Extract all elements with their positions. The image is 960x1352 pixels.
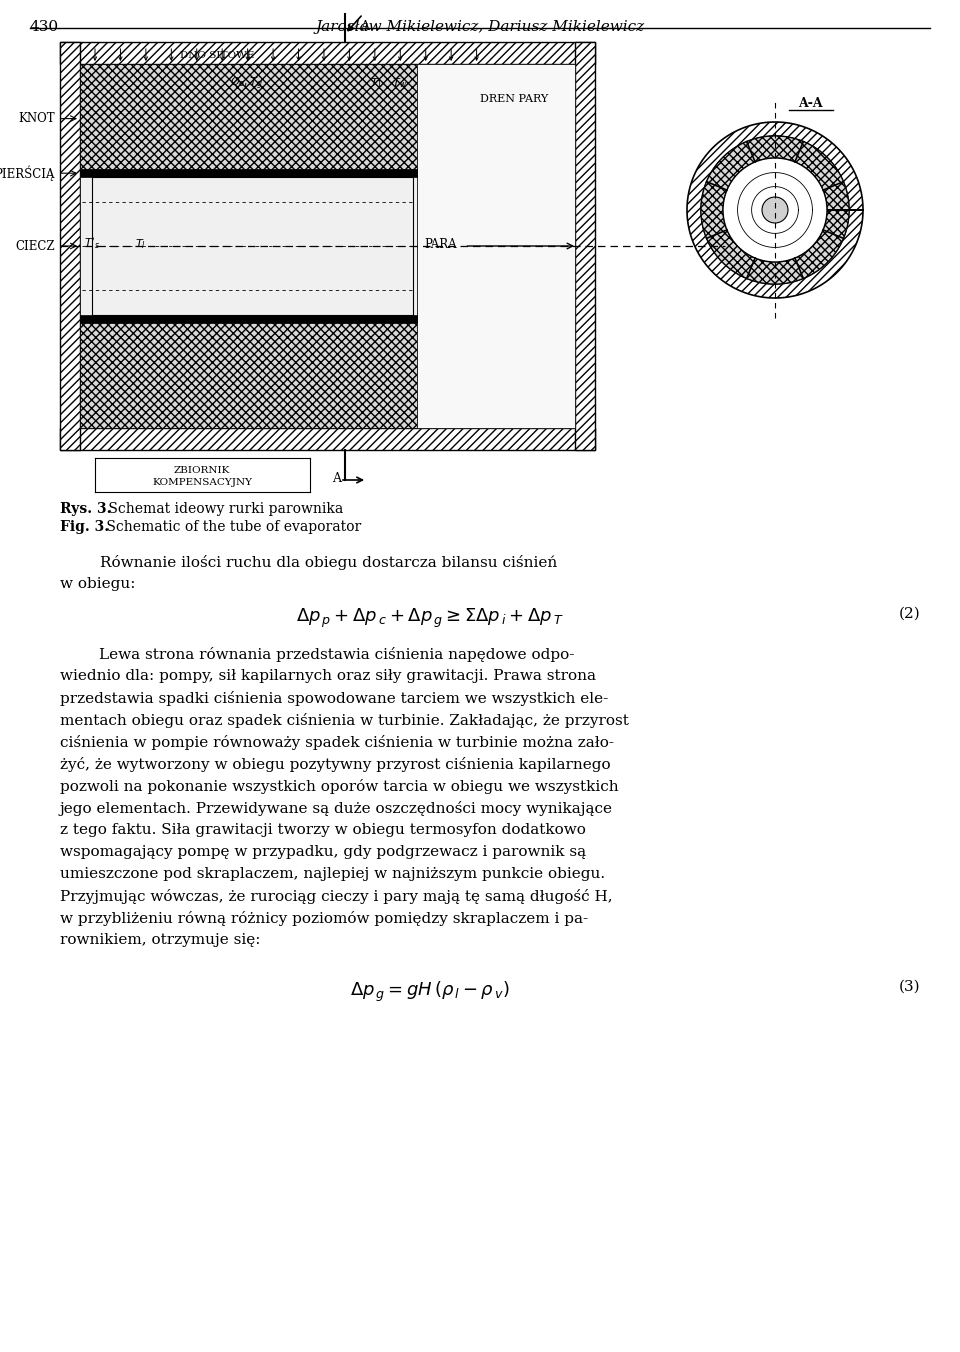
Polygon shape	[575, 42, 595, 450]
Text: PARA: PARA	[424, 238, 457, 251]
Polygon shape	[60, 429, 595, 450]
Text: umieszczone pod skraplaczem, najlepiej w najniższym punkcie obiegu.: umieszczone pod skraplaczem, najlepiej w…	[60, 867, 605, 882]
Text: $T_1$   $T_w$: $T_1$ $T_w$	[370, 76, 408, 89]
Text: A-A: A-A	[798, 97, 823, 110]
Text: CIECZ: CIECZ	[15, 239, 55, 253]
Circle shape	[762, 197, 788, 223]
Text: mentach obiegu oraz spadek ciśnienia w turbinie. Zakładając, że przyrost: mentach obiegu oraz spadek ciśnienia w t…	[60, 713, 629, 727]
Text: przedstawia spadki ciśnienia spowodowane tarciem we wszystkich ele-: przedstawia spadki ciśnienia spowodowane…	[60, 691, 609, 706]
Circle shape	[723, 158, 827, 262]
Text: ciśnienia w pompie równoważy spadek ciśnienia w turbinie można zało-: ciśnienia w pompie równoważy spadek ciśn…	[60, 735, 614, 750]
Polygon shape	[92, 177, 413, 315]
Text: KNOT: KNOT	[18, 112, 55, 126]
Text: Rys. 3.: Rys. 3.	[60, 502, 111, 516]
Polygon shape	[701, 137, 849, 284]
Text: Lewa strona równania przedstawia ciśnienia napędowe odpo-: Lewa strona równania przedstawia ciśnien…	[60, 648, 574, 662]
Text: 430: 430	[30, 20, 60, 34]
Polygon shape	[80, 315, 417, 323]
Text: Równanie ilości ruchu dla obiegu dostarcza bilansu ciśnień: Równanie ilości ruchu dla obiegu dostarc…	[100, 556, 557, 571]
Text: $T_l$: $T_l$	[135, 237, 146, 251]
Text: (3): (3)	[899, 980, 920, 994]
Text: Fig. 3.: Fig. 3.	[60, 521, 109, 534]
Polygon shape	[60, 42, 80, 450]
Text: jego elementach. Przewidywane są duże oszczędności mocy wynikające: jego elementach. Przewidywane są duże os…	[60, 800, 613, 817]
Polygon shape	[417, 64, 575, 429]
Text: Schemat ideowy rurki parownika: Schemat ideowy rurki parownika	[104, 502, 344, 516]
Text: $Q_e, T_g$: $Q_e, T_g$	[230, 76, 263, 92]
Polygon shape	[80, 173, 417, 319]
Text: ZBIORNIK: ZBIORNIK	[174, 466, 230, 475]
Text: pozwoli na pokonanie wszystkich oporów tarcia w obiegu we wszystkich: pozwoli na pokonanie wszystkich oporów t…	[60, 779, 618, 794]
Text: Przyjmując wówczas, że rurociąg cieczy i pary mają tę samą długość H,: Przyjmując wówczas, że rurociąg cieczy i…	[60, 890, 612, 904]
Text: wiednio dla: pompy, sił kapilarnych oraz siły grawitacji. Prawa strona: wiednio dla: pompy, sił kapilarnych oraz…	[60, 669, 596, 683]
Polygon shape	[60, 42, 595, 64]
Text: (2): (2)	[899, 607, 920, 621]
Text: żyć, że wytworzony w obiegu pozytywny przyrost ciśnienia kapilarnego: żyć, że wytworzony w obiegu pozytywny pr…	[60, 757, 611, 772]
Polygon shape	[80, 64, 417, 173]
Text: Jarosław Mikielewicz, Dariusz Mikielewicz: Jarosław Mikielewicz, Dariusz Mikielewic…	[316, 20, 644, 34]
Text: $T'_s$: $T'_s$	[84, 237, 100, 251]
Text: A: A	[361, 20, 370, 32]
Text: KOMPENSACYJNY: KOMPENSACYJNY	[152, 479, 252, 487]
Text: wspomagający pompę w przypadku, gdy podgrzewacz i parownik są: wspomagający pompę w przypadku, gdy podg…	[60, 845, 587, 859]
Text: $\Delta p_{\,g} = gH\,(\rho_{\,l} - \rho_{\,v})$: $\Delta p_{\,g} = gH\,(\rho_{\,l} - \rho…	[350, 980, 510, 1005]
Text: z tego faktu. Siła grawitacji tworzy w obiegu termosyfon dodatkowo: z tego faktu. Siła grawitacji tworzy w o…	[60, 823, 586, 837]
Polygon shape	[80, 319, 417, 429]
Text: DNO SITOWE: DNO SITOWE	[180, 51, 254, 61]
Text: Schematic of the tube of evaporator: Schematic of the tube of evaporator	[102, 521, 361, 534]
Text: A: A	[332, 472, 342, 485]
Text: $\Delta p_{\,p} + \Delta p_{\,c} + \Delta p_{\,g} \geq \Sigma\Delta p_{\,i} + \D: $\Delta p_{\,p} + \Delta p_{\,c} + \Delt…	[297, 607, 564, 630]
Text: DREN PARY: DREN PARY	[480, 95, 548, 104]
Polygon shape	[687, 122, 863, 297]
Text: w przybliżeniu równą różnicy poziomów pomiędzy skraplaczem i pa-: w przybliżeniu równą różnicy poziomów po…	[60, 911, 588, 926]
Polygon shape	[80, 169, 417, 177]
Text: w obiegu:: w obiegu:	[60, 577, 135, 591]
Text: rownikiem, otrzymuje się:: rownikiem, otrzymuje się:	[60, 933, 260, 946]
Text: PIERŚCIĄ: PIERŚCIĄ	[0, 165, 55, 181]
